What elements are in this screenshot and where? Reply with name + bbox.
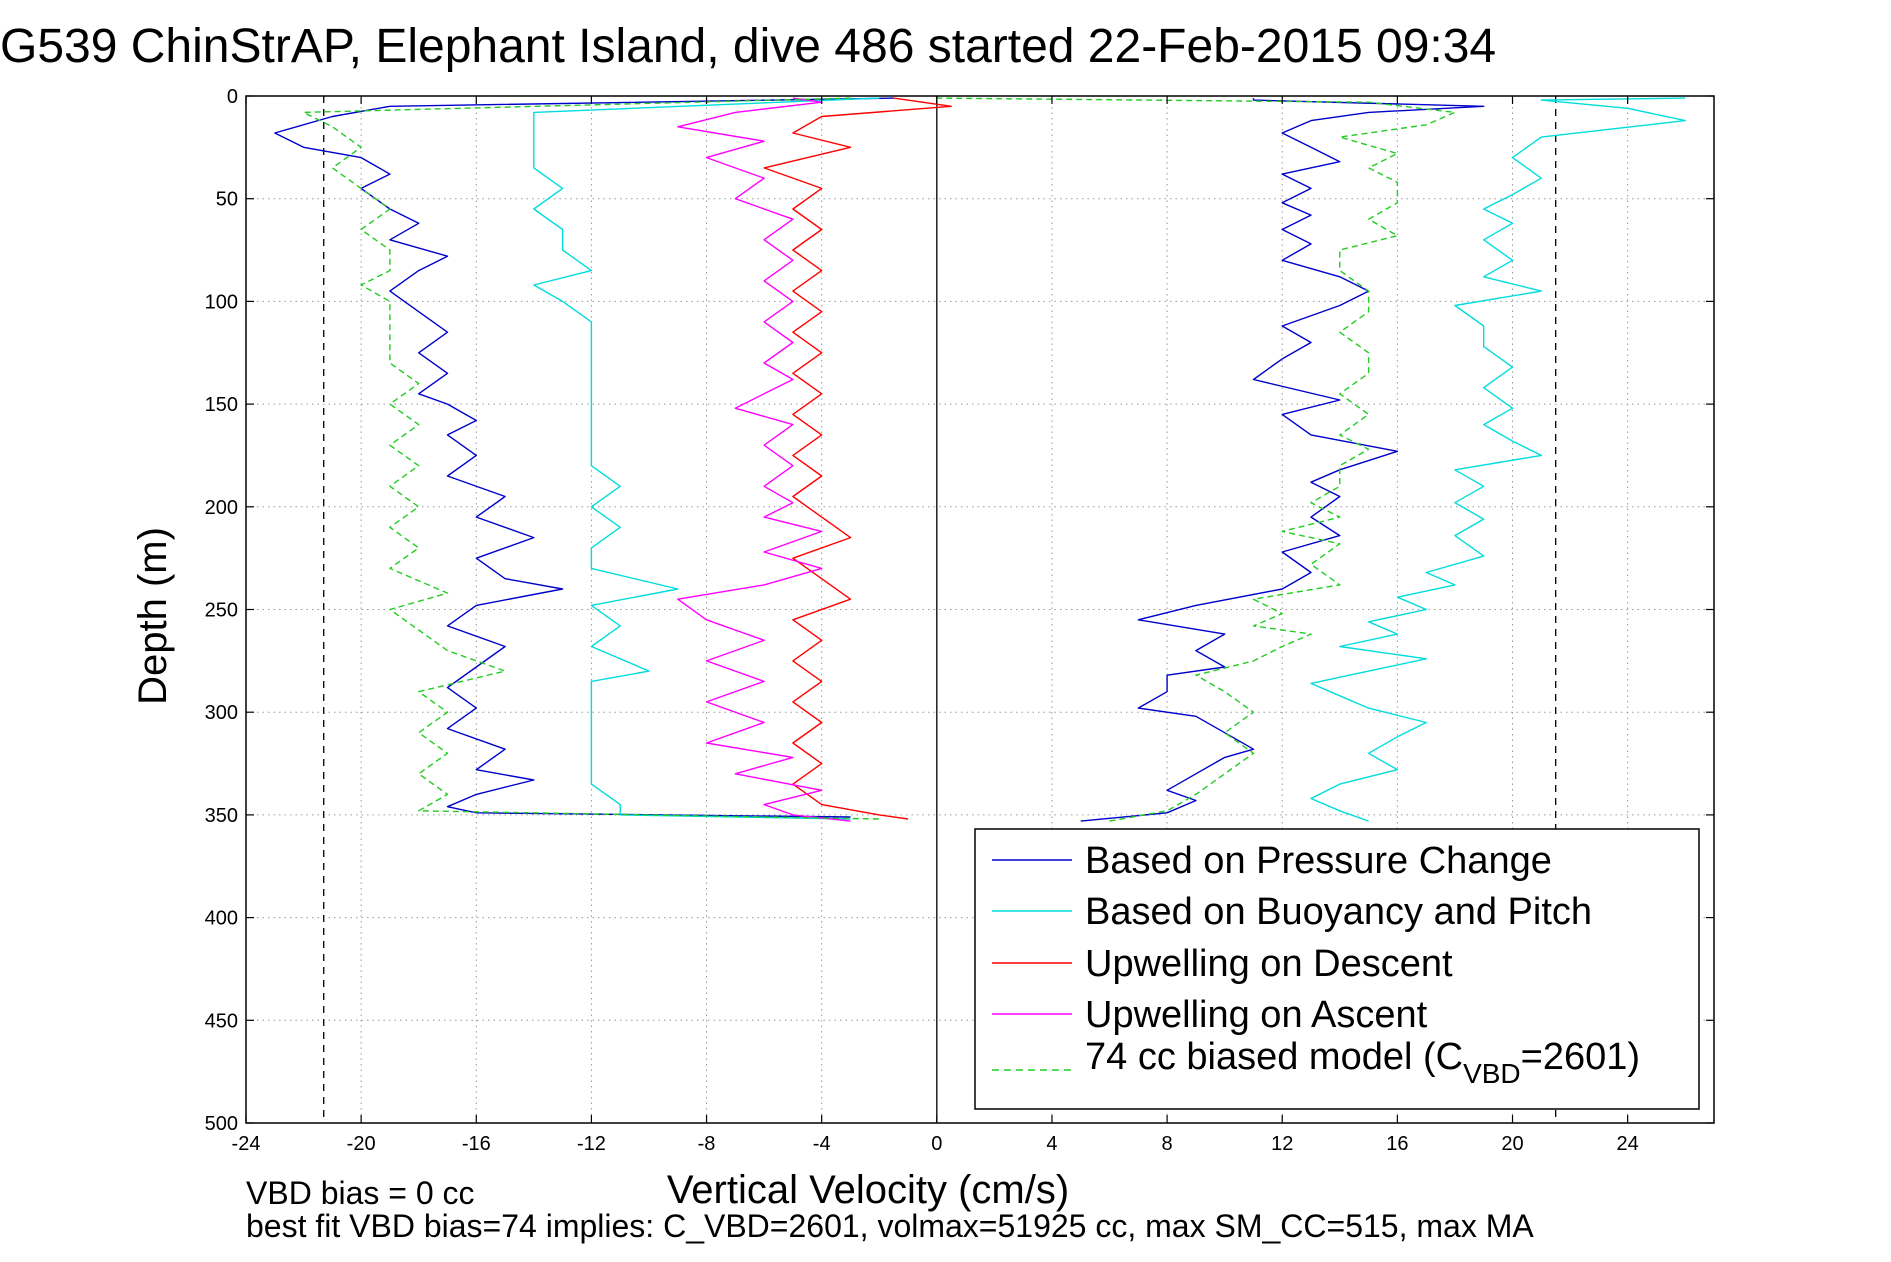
legend: Based on Pressure Change Based on Buoyan… — [974, 828, 1700, 1110]
y-tick-label-2: 100 — [205, 291, 238, 313]
y-tick-label-1: 50 — [216, 189, 238, 211]
legend-label-descent: Upwelling on Descent — [1085, 943, 1453, 985]
y-tick-label-8: 400 — [205, 908, 238, 930]
series-line-5 — [677, 97, 851, 822]
y-tick-label-7: 350 — [205, 805, 238, 827]
x-tick-label-10: 16 — [1386, 1133, 1408, 1155]
legend-label-ascent: Upwelling on Ascent — [1085, 994, 1428, 1036]
y-tick-label-0: 0 — [227, 86, 238, 108]
grid — [246, 96, 1714, 1123]
annotation-vbd-bias: VBD bias = 0 cc — [246, 1175, 475, 1211]
x-tick-label-2: -16 — [462, 1133, 491, 1155]
y-tick-label-3: 150 — [205, 394, 238, 416]
y-tick-label-9: 450 — [205, 1010, 238, 1032]
series-line-2 — [533, 97, 880, 820]
legend-label-model: 74 cc biased model (CVBD=2601) — [1085, 1036, 1640, 1089]
y-tick-label-4: 200 — [205, 497, 238, 519]
y-axis-label: Depth (m) — [131, 527, 175, 705]
legend-box — [974, 828, 1700, 1110]
x-tick-label-8: 8 — [1162, 1133, 1173, 1155]
x-tick-label-12: 24 — [1617, 1133, 1639, 1155]
legend-label-model-tail: =2601) — [1521, 1036, 1640, 1078]
y-axis-ticks: 0 50 100 150 200 250 300 350 400 450 500 — [205, 86, 1714, 1135]
series-line-4 — [763, 97, 952, 820]
x-tick-label-7: 4 — [1046, 1133, 1057, 1155]
annotation-best-fit: best fit VBD bias=74 implies: C_VBD=2601… — [246, 1208, 1534, 1244]
legend-label-model-subscript: VBD — [1463, 1058, 1521, 1089]
legend-label-buoyancy: Based on Buoyancy and Pitch — [1085, 891, 1592, 933]
legend-label-pressure: Based on Pressure Change — [1085, 840, 1552, 882]
reference-lines — [323, 96, 1557, 1123]
x-tick-label-5: -4 — [813, 1133, 831, 1155]
x-tick-label-9: 12 — [1271, 1133, 1293, 1155]
x-axis-label: Vertical Velocity (cm/s) — [667, 1168, 1069, 1212]
x-tick-label-11: 20 — [1501, 1133, 1523, 1155]
x-tick-label-0: -24 — [232, 1133, 261, 1155]
x-tick-label-6: 0 — [931, 1133, 942, 1155]
x-tick-label-4: -8 — [698, 1133, 716, 1155]
series-line-6 — [302, 97, 880, 820]
series-line-3 — [1310, 97, 1686, 822]
chart-title: G539 ChinStrAP, Elephant Island, dive 48… — [0, 20, 1496, 73]
x-axis-ticks: -24 -20 -16 -12 -8 -4 0 4 8 12 16 20 24 — [232, 96, 1639, 1155]
legend-label-model-main: 74 cc biased model (C — [1085, 1036, 1463, 1078]
y-tick-label-6: 300 — [205, 702, 238, 724]
series-layer — [274, 97, 1686, 822]
y-tick-label-10: 500 — [205, 1113, 238, 1135]
series-line-1 — [1080, 98, 1485, 822]
x-tick-label-3: -12 — [577, 1133, 606, 1155]
x-tick-label-1: -20 — [347, 1133, 376, 1155]
y-tick-label-5: 250 — [205, 600, 238, 622]
